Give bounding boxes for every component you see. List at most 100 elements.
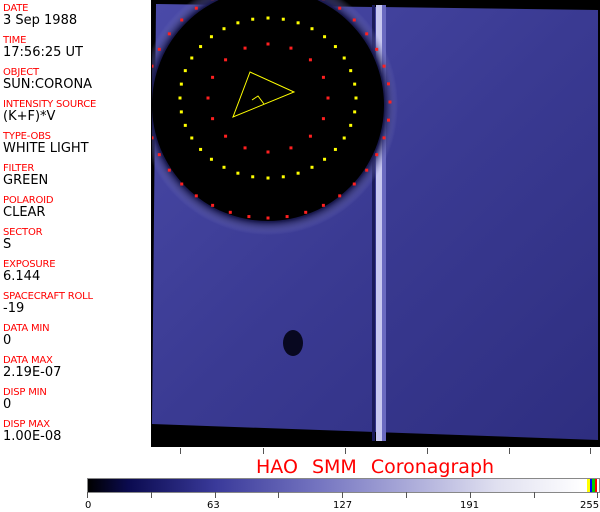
grid-dot <box>266 42 270 46</box>
inner-ring-dot <box>323 157 327 161</box>
field-value: 17:56:25 UT <box>3 45 83 60</box>
occulting-disk <box>152 0 384 221</box>
inner-ring-dot <box>209 157 213 161</box>
colorbar-tick <box>150 492 152 498</box>
grid-dot <box>308 58 312 62</box>
field-value: WHITE LIGHT <box>3 141 89 156</box>
colorbar-tick <box>214 492 216 498</box>
outer-ring-dot <box>194 194 198 198</box>
field-value: 0 <box>3 333 12 348</box>
pylon-shadow <box>372 5 375 441</box>
outer-ring-dot <box>150 136 154 140</box>
colorbar-end-markers <box>587 479 597 492</box>
outer-ring-dot <box>228 210 232 214</box>
outer-ring-dot <box>167 168 171 172</box>
inner-ring-dot <box>183 123 187 127</box>
field-label: POLAROID <box>3 195 54 206</box>
inner-ring-dot <box>296 21 300 25</box>
grid-dot <box>206 96 210 100</box>
inner-ring-dot <box>342 56 346 60</box>
colorbar <box>87 478 600 493</box>
outer-ring-dot <box>386 82 390 86</box>
grid-dot <box>211 75 215 79</box>
inner-ring-dot <box>222 165 226 169</box>
field-value: -19 <box>3 301 25 316</box>
inner-ring-dot <box>349 123 353 127</box>
inner-ring-dot <box>310 27 314 31</box>
grid-dot <box>289 146 293 150</box>
axis-tick <box>590 448 591 454</box>
outer-ring-dot <box>375 47 379 51</box>
inner-ring-dot <box>354 96 358 100</box>
outer-ring-dot <box>157 47 161 51</box>
grid-dot <box>326 96 330 100</box>
colorbar-tick <box>406 492 407 498</box>
outer-ring-dot <box>382 136 386 140</box>
outer-ring-dot <box>386 118 390 122</box>
inner-ring-dot <box>323 35 327 39</box>
grid-dot <box>289 46 293 50</box>
colorbar-tick-label: 255 <box>580 500 600 511</box>
colorbar-tick <box>469 492 471 498</box>
outer-ring-dot <box>382 64 386 68</box>
inner-ring-dot <box>199 45 203 49</box>
field-value: CLEAR <box>3 205 46 220</box>
inner-ring-dot <box>183 69 187 73</box>
colorbar-tick <box>87 492 88 498</box>
dark-corner <box>532 440 600 447</box>
outer-ring-dot <box>365 32 369 36</box>
colorbar-tick-label: 0 <box>85 500 92 511</box>
inner-ring-dot <box>236 171 240 175</box>
inner-ring-dot <box>236 21 240 25</box>
inner-ring-dot <box>349 69 353 73</box>
field-label: DATE <box>3 3 29 14</box>
outer-ring-dot <box>150 64 154 68</box>
header-info-panel: DATE 3 Sep 1988 TIME 17:56:25 UT OBJECT SUN:C… <box>0 0 152 447</box>
colorbar-tick <box>342 492 344 498</box>
grid-dot <box>321 117 325 121</box>
pylon-edge <box>382 5 386 441</box>
outer-ring-dot <box>338 194 342 198</box>
grid-dot <box>224 58 228 62</box>
field-label: SECTOR <box>3 227 43 238</box>
outer-ring-dot <box>352 18 356 22</box>
axis-tick <box>345 448 346 454</box>
inner-ring-dot <box>296 171 300 175</box>
field-label: TYPE-OBS <box>3 131 51 142</box>
inner-ring-dot <box>190 56 194 60</box>
colorbar-tick-label: 191 <box>460 500 480 511</box>
outer-ring-dot <box>180 182 184 186</box>
outer-ring-dot <box>167 32 171 36</box>
field-label: DISP MIN <box>3 387 47 398</box>
outer-ring-dot <box>266 216 270 220</box>
inner-ring-dot <box>266 176 270 180</box>
grid-dot <box>243 146 247 150</box>
marker-detail <box>251 95 265 105</box>
outer-ring-dot <box>388 100 392 104</box>
outer-ring-dot <box>304 210 308 214</box>
field-value: 1.00E-08 <box>3 429 62 444</box>
field-value: SUN:CORONA <box>3 77 93 92</box>
axis-tick <box>427 448 428 454</box>
outer-ring-dot <box>180 18 184 22</box>
field-label: OBJECT <box>3 67 39 78</box>
outer-ring-dot <box>375 153 379 157</box>
outer-ring-dot <box>157 153 161 157</box>
outer-ring-dot <box>211 203 215 207</box>
colorbar-tick-label: 127 <box>333 500 353 511</box>
axis-tick <box>509 448 510 454</box>
field-label: FILTER <box>3 163 35 174</box>
pylon-streak <box>376 5 382 441</box>
inner-ring-dot <box>199 147 203 151</box>
inner-ring-dot <box>178 96 182 100</box>
outer-ring-dot <box>352 182 356 186</box>
outer-ring-dot <box>365 168 369 172</box>
field-label: DATA MAX <box>3 355 53 366</box>
inner-ring-dot <box>266 16 270 20</box>
inner-ring-dot <box>251 17 255 21</box>
grid-dot <box>321 75 325 79</box>
inner-ring-dot <box>333 45 337 49</box>
outer-ring-dot <box>338 6 342 10</box>
inner-ring-dot <box>222 27 226 31</box>
inner-ring-dot <box>353 82 357 86</box>
